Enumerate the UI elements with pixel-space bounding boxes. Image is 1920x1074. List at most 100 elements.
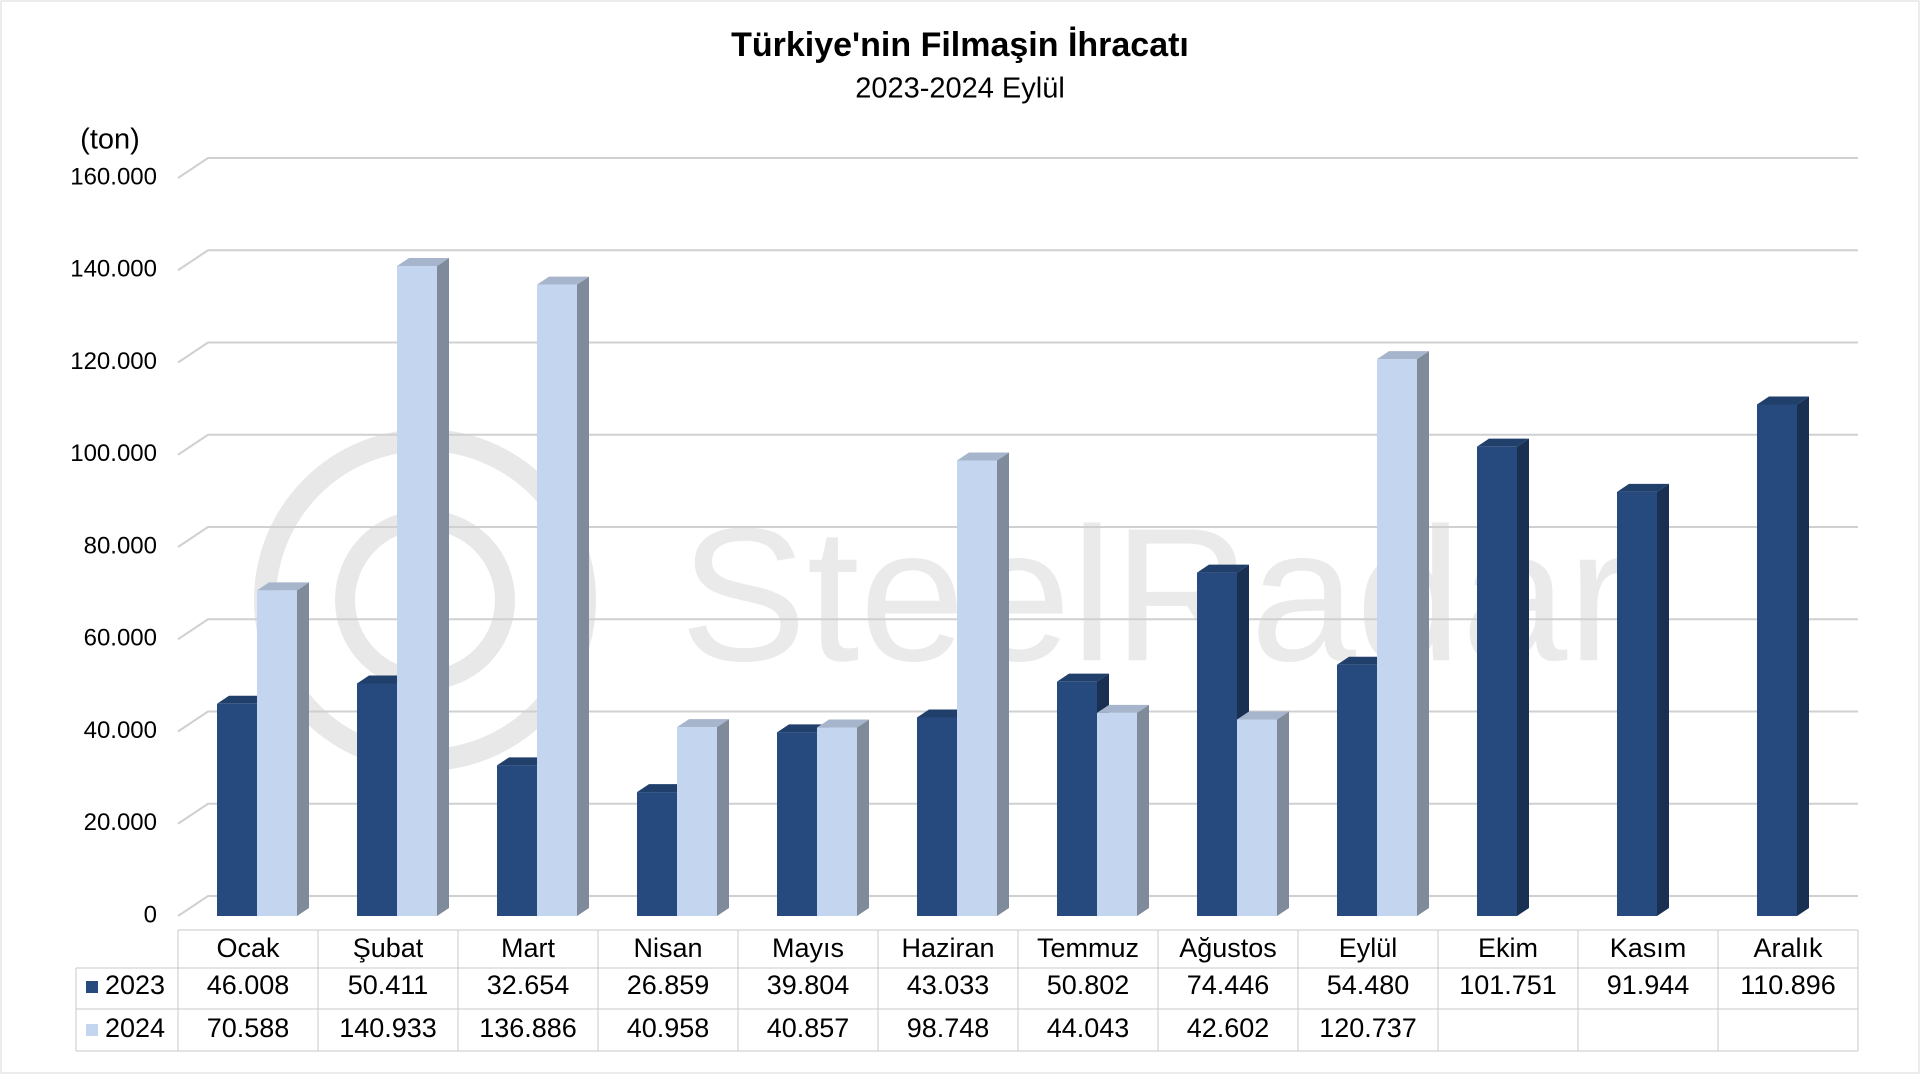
bar-side: [857, 719, 869, 916]
x-tick-label: Nisan: [633, 933, 702, 963]
bar-top: [817, 719, 869, 728]
bar-top: [1377, 351, 1429, 360]
table-value: 50.411: [348, 970, 429, 1000]
grid-line: [177, 249, 1858, 272]
bar: [677, 727, 717, 916]
bar-top: [957, 452, 1009, 461]
bar: [917, 717, 957, 916]
x-tick-label: Ekim: [1478, 933, 1538, 963]
table-value: 136.886: [479, 1013, 577, 1043]
y-tick-label: 100.000: [70, 440, 157, 467]
x-tick-label: Şubat: [353, 933, 424, 963]
y-axis-label: (ton): [80, 124, 140, 156]
bar: [1757, 404, 1797, 916]
bar: [217, 703, 257, 916]
x-tick-label: Temmuz: [1037, 933, 1139, 963]
table-value: 39.804: [767, 970, 850, 1000]
table-value: 140.933: [339, 1013, 437, 1043]
bar: [1097, 712, 1137, 916]
x-tick-label: Eylül: [1339, 933, 1398, 963]
grid-line: [177, 895, 1858, 917]
grid-line: [177, 157, 1858, 179]
legend-label: 2023: [105, 970, 165, 1000]
bar: [357, 683, 397, 916]
bar-top: [1617, 483, 1669, 492]
table-value: 120.737: [1319, 1013, 1417, 1043]
grid-line: [177, 433, 1858, 456]
bar-top: [1337, 656, 1389, 665]
chart-subtitle: 2023-2024 Eylül: [855, 73, 1065, 105]
table-value: 110.896: [1740, 970, 1836, 1000]
bar: [1337, 664, 1377, 916]
bar: [777, 732, 817, 916]
bar-top: [1057, 673, 1109, 682]
bar-side: [717, 719, 729, 916]
bar-top: [777, 724, 829, 733]
legend-marker: [86, 981, 98, 993]
bar-top: [217, 695, 269, 704]
table-value: 98.748: [907, 1013, 990, 1043]
bar: [1057, 681, 1097, 916]
bar-side: [1137, 704, 1149, 916]
y-tick-label: 160.000: [70, 163, 157, 190]
bar-side: [437, 257, 449, 916]
bar: [957, 460, 997, 916]
bar-side: [1417, 351, 1429, 916]
x-tick-label: Kasım: [1610, 933, 1687, 963]
y-tick-label: 20.000: [84, 809, 157, 836]
bar-top: [1197, 564, 1249, 573]
bar-side: [1277, 711, 1289, 916]
bar-side: [997, 452, 1009, 916]
table-value: 42.602: [1187, 1013, 1270, 1043]
y-tick-label: 40.000: [84, 717, 157, 744]
bar-side: [1797, 396, 1809, 916]
x-tick-label: Haziran: [901, 933, 994, 963]
table-value: 32.654: [487, 970, 570, 1000]
bar-top: [357, 675, 409, 684]
y-tick-label: 80.000: [84, 532, 157, 559]
bar-top: [397, 257, 449, 266]
bar-top: [257, 582, 309, 591]
y-tick-label: 0: [144, 901, 157, 928]
grid-line: [177, 802, 1858, 825]
bar: [817, 727, 857, 916]
x-tick-label: Mart: [501, 933, 555, 963]
bar: [257, 590, 297, 916]
table-value: 40.857: [767, 1013, 850, 1043]
bar-side: [297, 582, 309, 916]
bar-side: [577, 276, 589, 917]
table-value: 91.944: [1607, 970, 1690, 1000]
x-tick-label: Ağustos: [1179, 933, 1277, 963]
bar: [397, 265, 437, 916]
y-tick-label: 60.000: [84, 625, 157, 652]
table-value: 40.958: [627, 1013, 710, 1043]
bar: [1617, 491, 1657, 916]
table-value: 101.751: [1459, 970, 1557, 1000]
bar: [497, 765, 537, 916]
bar: [1237, 719, 1277, 916]
bar: [1477, 446, 1517, 916]
table-value: 43.033: [907, 970, 990, 1000]
table-value: 26.859: [627, 970, 710, 1000]
x-tick-label: Aralık: [1753, 933, 1823, 963]
table-value: 50.802: [1047, 970, 1130, 1000]
bar-side: [1517, 438, 1529, 916]
table-value: 44.043: [1047, 1013, 1130, 1043]
bar-top: [1237, 711, 1289, 720]
bar-top: [497, 757, 549, 766]
bar-top: [917, 709, 969, 718]
bar-top: [1477, 438, 1529, 447]
chart-title: Türkiye'nin Filmaşin İhracatı: [731, 26, 1189, 64]
bar-top: [537, 276, 589, 285]
grid-line: [177, 341, 1858, 364]
table-value: 54.480: [1327, 970, 1410, 1000]
legend-marker: [86, 1024, 98, 1036]
x-tick-label: Mayıs: [772, 933, 844, 963]
legend-label: 2024: [105, 1013, 165, 1043]
bar-top: [677, 719, 729, 728]
bar-top: [1757, 396, 1809, 405]
y-tick-label: 120.000: [70, 348, 157, 375]
grid-line: [177, 526, 1858, 548]
table-value: 46.008: [207, 970, 290, 1000]
